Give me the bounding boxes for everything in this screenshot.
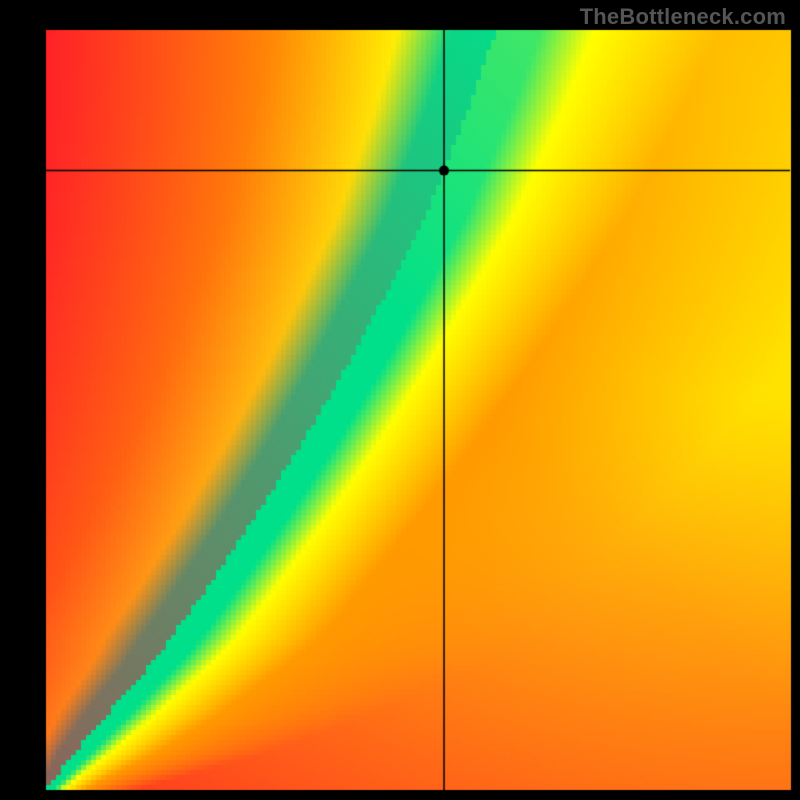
watermark-text: TheBottleneck.com	[580, 4, 786, 30]
chart-container: TheBottleneck.com	[0, 0, 800, 800]
heatmap-canvas	[0, 0, 800, 800]
